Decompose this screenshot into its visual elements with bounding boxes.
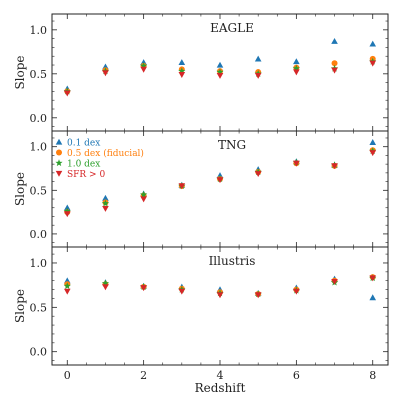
y-tick-label: 0.0 — [30, 346, 48, 359]
data-point — [178, 288, 186, 295]
x-tick-label: 0 — [64, 369, 71, 382]
data-point — [178, 183, 186, 190]
data-point — [140, 66, 147, 73]
data-point — [254, 292, 262, 299]
legend-label: 0.1 dex — [67, 139, 100, 149]
data-point — [331, 163, 338, 170]
y-axis-label: Slope — [13, 172, 27, 206]
data-point — [63, 207, 71, 215]
data-point — [216, 72, 224, 79]
data-point — [63, 282, 71, 290]
y-tick-label: 1.0 — [30, 24, 48, 37]
legend-marker — [55, 170, 63, 177]
series-points — [63, 274, 377, 301]
panel-title: Illustris — [209, 254, 256, 268]
data-point — [102, 194, 109, 201]
data-point — [369, 40, 377, 47]
data-point — [331, 278, 338, 285]
data-point — [178, 67, 186, 75]
data-point — [140, 190, 148, 198]
series-points — [63, 139, 377, 218]
data-point — [102, 205, 109, 212]
data-point — [216, 177, 224, 184]
legend-label: SFR > 0 — [67, 170, 105, 180]
x-tick-label: 4 — [217, 369, 224, 382]
x-tick-label: 2 — [140, 369, 147, 382]
data-point — [140, 196, 147, 203]
data-point — [293, 58, 300, 65]
y-axis-label: Slope — [13, 55, 27, 89]
data-point — [140, 62, 148, 69]
data-point — [331, 60, 338, 67]
data-point — [178, 59, 186, 66]
data-point — [63, 211, 71, 218]
data-point — [254, 171, 262, 178]
y-tick-label: 1.0 — [30, 141, 48, 154]
legend-marker — [55, 159, 63, 167]
y-tick-label: 1.0 — [30, 257, 48, 270]
data-point — [101, 279, 110, 287]
data-point — [101, 199, 110, 207]
y-axis-label: Slope — [13, 289, 27, 323]
legend-marker — [55, 138, 63, 145]
data-point — [254, 55, 262, 62]
y-tick-label: 0.5 — [30, 68, 48, 81]
panel-title: EAGLE — [210, 21, 254, 35]
x-tick-label: 6 — [293, 369, 300, 382]
data-point — [292, 64, 300, 72]
data-point — [331, 67, 338, 74]
data-point — [216, 68, 224, 76]
data-point — [369, 60, 377, 67]
data-point — [369, 150, 377, 157]
data-point — [369, 275, 377, 282]
data-point — [293, 288, 300, 295]
data-point — [254, 72, 262, 79]
data-point — [369, 139, 377, 145]
data-point — [63, 288, 71, 295]
data-point — [63, 204, 71, 211]
x-axis-label: Redshift — [195, 381, 246, 395]
data-point — [216, 61, 224, 68]
data-point — [216, 292, 224, 299]
data-point — [369, 294, 377, 301]
y-tick-label: 0.5 — [30, 301, 48, 314]
data-point — [102, 70, 109, 77]
data-point — [140, 285, 147, 292]
panel-eagle: 0.0 0.5 1.0 EAGLE Slope — [13, 13, 389, 132]
panel-title: TNG — [218, 138, 246, 152]
data-point — [293, 160, 300, 167]
y-tick-label: 0.0 — [30, 228, 48, 241]
data-point — [102, 284, 109, 291]
x-tick-label: 8 — [369, 369, 376, 382]
legend-label: 0.5 dex (fiducial) — [67, 148, 144, 159]
data-point — [293, 69, 300, 76]
data-point — [63, 90, 71, 97]
panel-illustris: 0.0 0.5 1.0 Illustris Slope — [13, 246, 389, 366]
data-point — [178, 72, 186, 78]
y-tick-label: 0.0 — [30, 112, 48, 125]
series-points — [63, 37, 377, 97]
legend-marker — [56, 149, 62, 156]
legend-label: 1.0 dex — [67, 160, 100, 170]
data-point — [331, 37, 338, 44]
y-tick-label: 0.5 — [30, 184, 48, 197]
